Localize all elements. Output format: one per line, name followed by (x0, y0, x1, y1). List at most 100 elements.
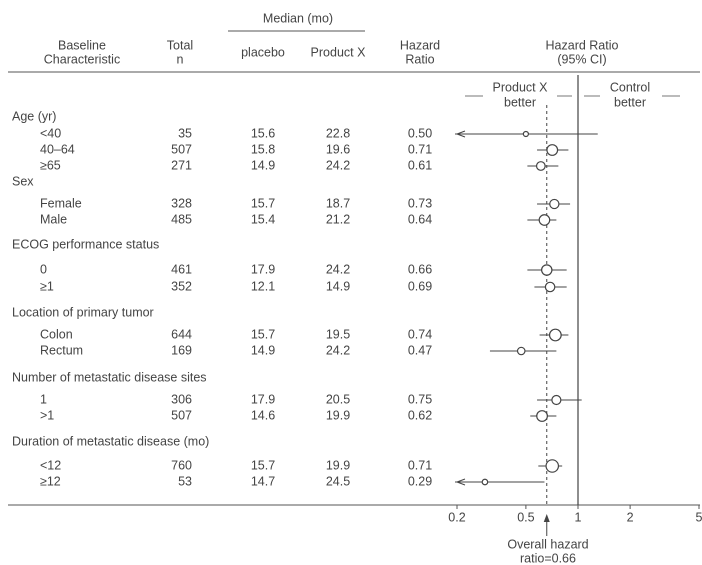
product-median: 20.5 (326, 392, 350, 406)
total-n: 306 (171, 392, 192, 406)
product-median: 22.8 (326, 126, 350, 140)
row-label: 0 (40, 262, 47, 276)
hr-marker (544, 281, 556, 293)
placebo-median: 14.9 (251, 158, 275, 172)
placebo-median: 15.4 (251, 212, 275, 226)
product-header: Product X (311, 45, 367, 59)
total-n: 461 (171, 262, 192, 276)
plot-area (455, 133, 598, 483)
hazard-ratio: 0.71 (408, 142, 432, 156)
total-n: 53 (178, 474, 192, 488)
placebo-median: 17.9 (251, 262, 275, 276)
total-n: 169 (171, 343, 192, 357)
product-median: 24.2 (326, 158, 350, 172)
overall-label: Overall hazard (507, 537, 588, 551)
hazard-ratio: 0.66 (408, 262, 432, 276)
hazard-ratio: 0.47 (408, 343, 432, 357)
hr-header: Ratio (405, 52, 434, 66)
hr-marker (545, 459, 560, 473)
total-n: 485 (171, 212, 192, 226)
placebo-median: 15.6 (251, 126, 275, 140)
row-label: Female (40, 196, 82, 210)
total-n: 352 (171, 279, 192, 293)
group-label: Sex (12, 174, 34, 188)
total-n: 644 (171, 327, 192, 341)
hazard-ratio: 0.62 (408, 408, 432, 422)
group-label: Age (yr) (12, 109, 56, 123)
row-label: ≥1 (40, 279, 54, 293)
hr-marker (535, 161, 546, 171)
favor-right: better (614, 95, 646, 109)
row-label: ≥12 (40, 474, 61, 488)
total-n: 507 (171, 408, 192, 422)
group-label: ECOG performance status (12, 237, 159, 251)
hr-marker (481, 478, 489, 486)
hazard-ratio: 0.74 (408, 327, 432, 341)
x-tick-label: 5 (696, 510, 702, 524)
hazard-ratio: 0.29 (408, 474, 432, 488)
product-median: 18.7 (326, 196, 350, 210)
x-tick-label: 0.2 (448, 510, 465, 524)
hazard-ratio: 0.69 (408, 279, 432, 293)
hr-marker (546, 144, 559, 156)
row-label: Colon (40, 327, 73, 341)
hazard-ratio: 0.50 (408, 126, 432, 140)
placebo-median: 12.1 (251, 279, 275, 293)
placebo-median: 15.7 (251, 458, 275, 472)
hr-marker (522, 130, 529, 138)
total-n: 35 (178, 126, 192, 140)
product-median: 19.6 (326, 142, 350, 156)
placebo-median: 15.8 (251, 142, 275, 156)
row-label: >1 (40, 408, 54, 422)
placebo-header: placebo (241, 45, 285, 59)
product-median: 19.9 (326, 408, 350, 422)
hazard-ratio: 0.71 (408, 458, 432, 472)
placebo-median: 14.7 (251, 474, 275, 488)
overall-arrowhead (543, 514, 550, 522)
row-label: <12 (40, 458, 61, 472)
product-median: 19.5 (326, 327, 350, 341)
group-label: Number of metastatic disease sites (12, 370, 207, 384)
overall-label: ratio=0.66 (520, 551, 576, 565)
hazard-ratio: 0.61 (408, 158, 432, 172)
placebo-median: 15.7 (251, 327, 275, 341)
row-label: Male (40, 212, 67, 226)
favor-right: Control (610, 80, 650, 94)
x-tick-label: 0.5 (517, 510, 534, 524)
product-median: 19.9 (326, 458, 350, 472)
placebo-median: 15.7 (251, 196, 275, 210)
x-tick-label: 2 (627, 510, 634, 524)
hr-marker (536, 410, 548, 422)
row-label: 40–64 (40, 142, 75, 156)
group-label: Location of primary tumor (12, 305, 154, 319)
ci-arrowhead (455, 478, 466, 486)
hr-marker (548, 328, 562, 342)
product-median: 24.2 (326, 262, 350, 276)
hazard-ratio: 0.64 (408, 212, 432, 226)
product-median: 24.5 (326, 474, 350, 488)
group-label: Duration of metastatic disease (mo) (12, 434, 209, 448)
ci-arrowhead (455, 130, 466, 138)
row-label: ≥65 (40, 158, 61, 172)
total-header: Total (167, 38, 193, 52)
median-header: Median (mo) (263, 11, 333, 25)
hr-marker (551, 394, 562, 406)
product-median: 14.9 (326, 279, 350, 293)
placebo-median: 14.6 (251, 408, 275, 422)
hr-marker (549, 198, 560, 210)
placebo-median: 14.9 (251, 343, 275, 357)
characteristic-header: Baseline (58, 38, 106, 52)
favor-left: Product X (493, 80, 549, 94)
total-n: 507 (171, 142, 192, 156)
favor-left: better (504, 95, 536, 109)
total-n: 328 (171, 196, 192, 210)
hr-marker (516, 346, 526, 356)
product-median: 24.2 (326, 343, 350, 357)
row-label: Rectum (40, 343, 83, 357)
total-n: 271 (171, 158, 192, 172)
hazard-ratio: 0.75 (408, 392, 432, 406)
x-tick-label: 1 (575, 510, 582, 524)
ci-header: Hazard Ratio (546, 38, 619, 52)
row-label: 1 (40, 392, 47, 406)
